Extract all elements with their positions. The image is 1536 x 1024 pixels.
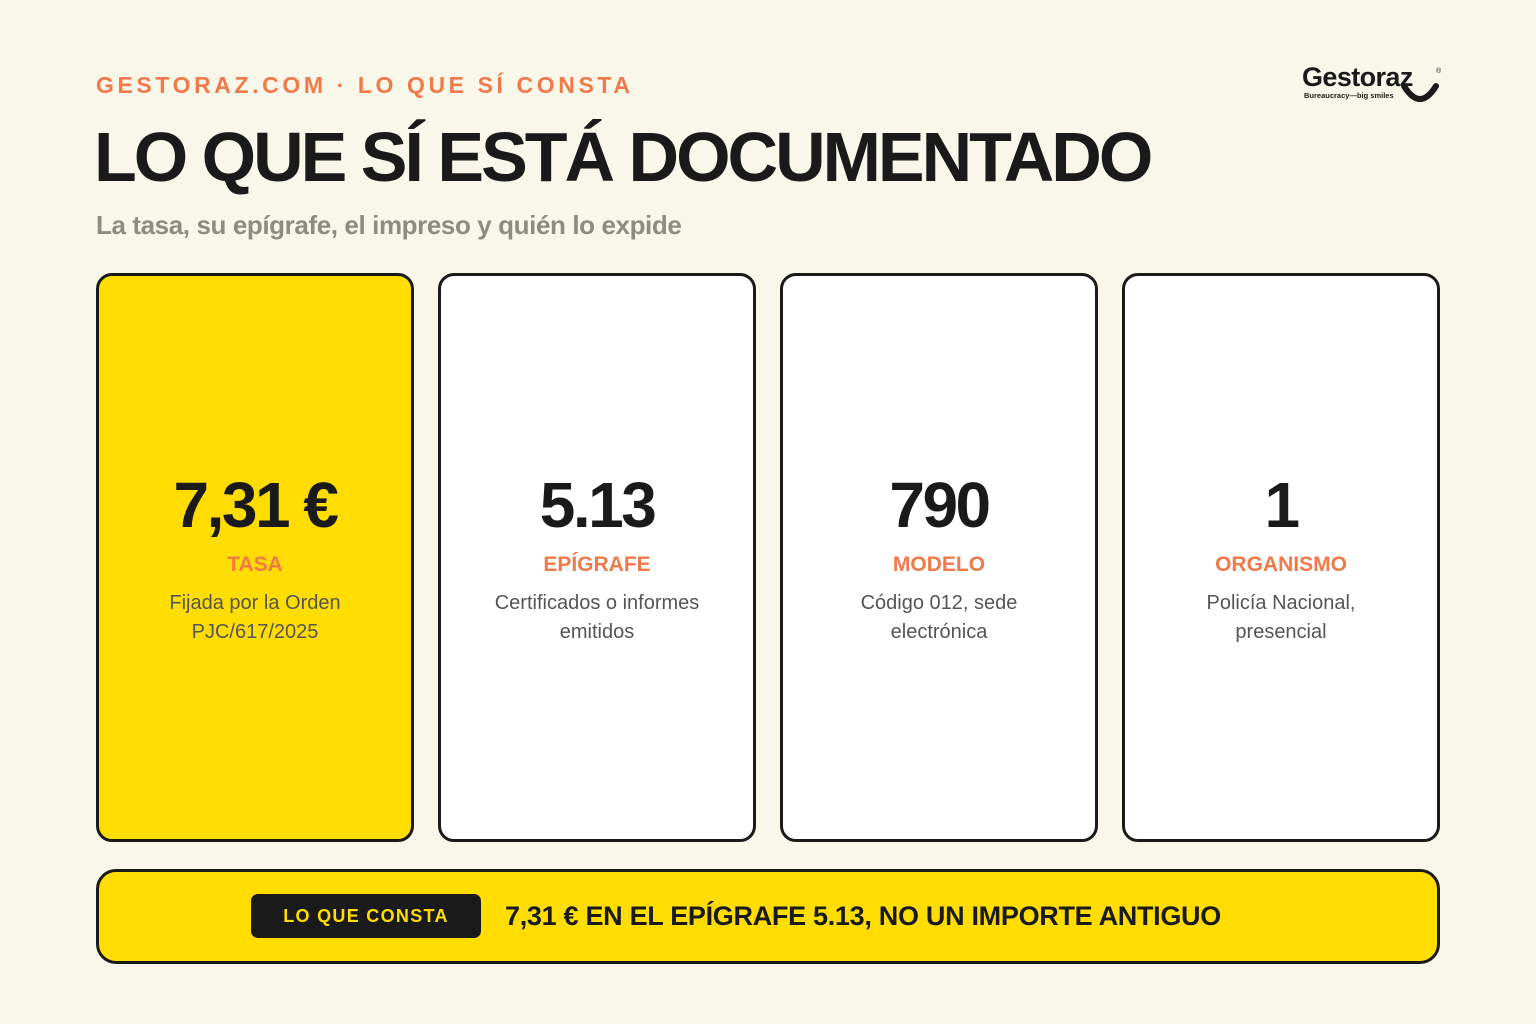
card-label: MODELO	[892, 553, 986, 576]
card-description-line: emitidos	[559, 621, 635, 643]
logo-registered-mark: ®	[1436, 68, 1442, 75]
card-description-line: presencial	[1235, 621, 1327, 643]
card-number: 1	[1264, 469, 1300, 541]
card-description: Policía Nacional, presencial	[1145, 589, 1417, 647]
card-number: 7,31 €	[173, 469, 339, 541]
card-description-line: Código 012, sede	[860, 592, 1018, 614]
card-number: 790	[889, 469, 991, 541]
card-description: Fijada por la Orden PJC/617/2025	[119, 589, 391, 647]
eyebrow-label: GESTORAZ.COM · LO QUE SÍ CONSTA	[96, 72, 634, 98]
summary-banner: LO QUE CONSTA 7,31 € EN EL EPÍGRAFE 5.13…	[96, 869, 1440, 964]
card-epigrafe: 5.13 EPÍGRAFE Certificados o informes em…	[438, 273, 756, 842]
card-modelo: 790 MODELO Código 012, sede electrónica	[780, 273, 1098, 842]
page-subtitle: La tasa, su epígrafe, el impreso y quién…	[96, 210, 682, 240]
page-title: LO QUE SÍ ESTÁ DOCUMENTADO	[94, 118, 1153, 196]
logo-wordmark: Gestoraz	[1302, 62, 1413, 92]
card-label: TASA	[227, 553, 283, 576]
card-number: 5.13	[539, 469, 657, 541]
card-description: Certificados o informes emitidos	[461, 589, 733, 647]
card-description-line: Policía Nacional,	[1206, 592, 1356, 614]
card-description-line: PJC/617/2025	[191, 621, 319, 643]
card-description-line: electrónica	[890, 621, 988, 643]
logo-tagline: Bureaucracy—big smiles	[1304, 91, 1394, 100]
card-tasa: 7,31 € TASA Fijada por la Orden PJC/617/…	[96, 273, 414, 842]
card-description-line: Certificados o informes	[494, 592, 700, 614]
card-organismo: 1 ORGANISMO Policía Nacional, presencial	[1122, 273, 1440, 842]
card-description: Código 012, sede electrónica	[803, 589, 1075, 647]
card-label: ORGANISMO	[1215, 553, 1347, 576]
gestoraz-logo: Gestoraz ® Bureaucracy—big smiles	[1300, 60, 1450, 110]
card-label: EPÍGRAFE	[543, 553, 651, 576]
card-description-line: Fijada por la Orden	[169, 592, 341, 614]
banner-text: 7,31 € EN EL EPÍGRAFE 5.13, NO UN IMPORT…	[505, 901, 1221, 931]
banner-tag: LO QUE CONSTA	[251, 894, 481, 938]
smile-icon	[1401, 83, 1439, 102]
